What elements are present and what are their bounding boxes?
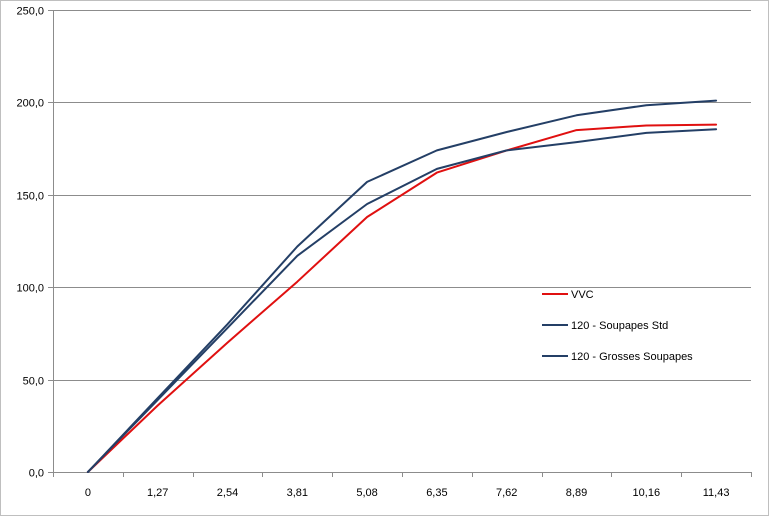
axes xyxy=(48,10,752,477)
x-tick-label: 3,81 xyxy=(287,487,308,499)
y-tick-labels: 0,0 50,0 100,0 150,0 200,0 250,0 xyxy=(16,6,44,480)
y-tick-label: 0,0 xyxy=(29,468,44,480)
y-tick-label: 200,0 xyxy=(16,98,44,110)
series-lines xyxy=(88,101,716,472)
series-line-3 xyxy=(88,129,716,472)
legend: VVC 120 - Soupapes Std 120 - Grosses Soupa… xyxy=(542,289,693,363)
x-tick-labels: 0 1,27 2,54 3,81 5,08 6,35 7,62 8,89 10,16 11,43 xyxy=(85,487,730,499)
series-line-2 xyxy=(88,101,716,472)
x-tick-label: 0 xyxy=(85,487,91,499)
series-line-1 xyxy=(88,125,716,472)
x-tick-label: 11,43 xyxy=(703,487,730,499)
x-tick-label: 5,08 xyxy=(356,487,377,499)
x-tick-label: 6,35 xyxy=(426,487,447,499)
x-tick-label: 2,54 xyxy=(217,487,238,499)
y-tick-label: 250,0 xyxy=(16,6,44,18)
y-tick-label: 50,0 xyxy=(23,376,44,388)
x-tick-label: 7,62 xyxy=(496,487,517,499)
x-tick-label: 10,16 xyxy=(633,487,661,499)
x-tick-label: 8,89 xyxy=(566,487,587,499)
y-tick-label: 150,0 xyxy=(16,191,44,203)
legend-label: VVC xyxy=(571,289,594,301)
y-tick-label: 100,0 xyxy=(16,283,44,295)
x-tick-label: 1,27 xyxy=(147,487,168,499)
legend-label: 120 - Grosses Soupapes xyxy=(571,351,693,363)
legend-label: 120 - Soupapes Std xyxy=(571,320,668,332)
